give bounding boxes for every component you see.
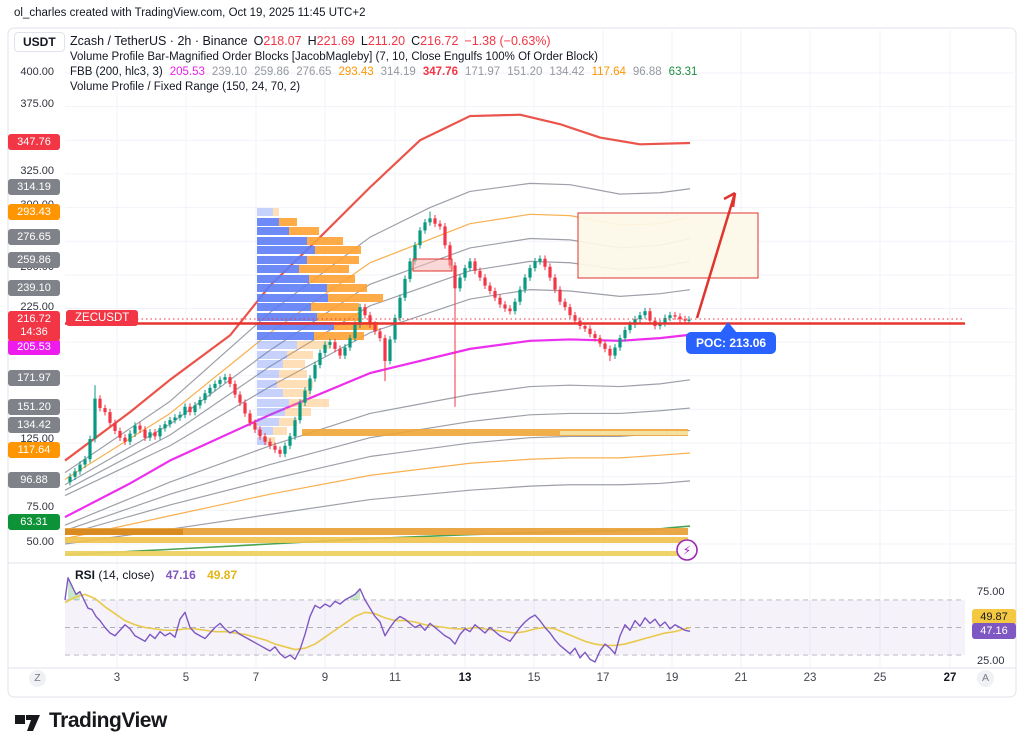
indicator-legend-fbb[interactable]: FBB (200, hlc3, 3) 205.53 239.10 259.86 276.…	[70, 66, 697, 78]
ohlc-value: 221.69	[316, 34, 355, 48]
last-price-badge: 216.72 14:36	[8, 311, 60, 341]
fbb-value: 171.97	[465, 66, 501, 78]
price-badge: 347.76	[8, 134, 60, 150]
countdown: 14:36	[20, 326, 48, 338]
fbb-label: FBB (200, hlc3, 3)	[70, 66, 163, 78]
ohlc-values: O218.07 H221.69 L211.20 C216.72	[248, 34, 459, 48]
change-value: −1.38 (−0.63%)	[464, 34, 551, 48]
ohlc-key: H	[307, 34, 317, 48]
rsi-badge: 47.16	[972, 623, 1016, 639]
time-label-15: 15	[527, 672, 541, 684]
fbb-value: 151.20	[507, 66, 543, 78]
lightning-icon: ⚡	[683, 544, 691, 558]
tradingview-logo[interactable]: TradingView	[14, 707, 167, 734]
rsi-badge: 49.87	[972, 609, 1016, 625]
time-label-13: 13	[458, 672, 472, 684]
rsi-legend-row[interactable]: RSI (14, close) 47.16 49.87	[75, 568, 237, 582]
price-badge: 171.97	[8, 370, 60, 386]
price-tick: 225.00	[20, 301, 54, 313]
fbb-value: 314.19	[380, 66, 416, 78]
fbb-value: 347.76	[422, 66, 458, 78]
ohlc-value: 216.72	[420, 34, 459, 48]
price-badge: 205.53	[8, 339, 60, 355]
attribution-text: ol_charles created with TradingView.com,…	[14, 7, 366, 19]
rsi-ma-value: 49.87	[207, 568, 238, 582]
rsi-title: RSI	[75, 568, 96, 582]
symbol-legend-row[interactable]: Zcash / TetherUS · 2h · Binance O218.07 H2…	[70, 34, 551, 48]
time-label-5: 5	[182, 672, 190, 684]
price-badge: 259.86	[8, 252, 60, 268]
time-label-25: 25	[873, 672, 887, 684]
symbol-price-line-badge: ZECUSDT	[66, 310, 139, 326]
price-badge: 314.19	[8, 179, 60, 195]
time-axis-left-marker: Z	[29, 670, 46, 687]
price-badge: 276.65	[8, 229, 60, 245]
time-label-19: 19	[665, 672, 679, 684]
indicator-legend-fixed-range[interactable]: Volume Profile / Fixed Range (150, 24, 7…	[70, 81, 301, 93]
price-tick: 75.00	[26, 501, 54, 513]
rsi-tick: 75.00	[977, 586, 1005, 598]
price-tick: 400.00	[20, 66, 54, 78]
price-badge: 96.88	[8, 472, 60, 488]
price-tick: 375.00	[20, 98, 54, 110]
fbb-values: 205.53 239.10 259.86 276.65 293.43 314.19 347.…	[163, 66, 698, 78]
fbb-value: 63.31	[668, 66, 698, 78]
price-tick: 325.00	[20, 165, 54, 177]
rsi-tick: 25.00	[977, 655, 1005, 667]
fbb-value: 117.64	[591, 66, 626, 78]
ohlc-key: C	[411, 34, 421, 48]
fbb-value: 134.42	[549, 66, 585, 78]
ohlc-value: 218.07	[263, 34, 302, 48]
time-axis-right-marker: A	[977, 670, 994, 687]
last-price: 216.72	[17, 313, 51, 325]
time-label-9: 9	[321, 672, 329, 684]
time-label-7: 7	[252, 672, 260, 684]
fbb-value: 96.88	[632, 66, 662, 78]
time-label-27: 27	[943, 672, 957, 684]
price-badge: 134.42	[8, 417, 60, 433]
fbb-value: 205.53	[169, 66, 205, 78]
time-label-21: 21	[734, 672, 748, 684]
rsi-params: (14, close)	[98, 568, 155, 582]
tradingview-logo-icon	[15, 715, 40, 731]
time-label-17: 17	[596, 672, 610, 684]
ohlc-key: O	[253, 34, 264, 48]
ohlc-value: 211.20	[367, 34, 406, 48]
time-label-23: 23	[803, 672, 817, 684]
ohlc-key: L	[360, 34, 368, 48]
currency-badge: USDT	[14, 32, 65, 52]
price-badge: 63.31	[8, 514, 60, 530]
fbb-value: 276.65	[296, 66, 332, 78]
fbb-value: 293.43	[338, 66, 374, 78]
time-label-11: 11	[389, 672, 401, 684]
poc-label: POC: 213.06	[686, 332, 777, 354]
rsi-value: 47.16	[165, 568, 196, 582]
price-tick: 50.00	[26, 536, 54, 548]
tradingview-logo-text: TradingView	[49, 708, 167, 732]
indicator-legend-volume-profile-ob[interactable]: Volume Profile Bar-Magnified Order Block…	[70, 51, 598, 63]
price-badge: 293.43	[8, 204, 60, 220]
price-badge: 151.20	[8, 399, 60, 415]
price-badge: 117.64	[8, 442, 60, 458]
fbb-value: 259.86	[254, 66, 290, 78]
time-label-3: 3	[113, 672, 121, 684]
price-badge: 239.10	[8, 280, 60, 296]
symbol-title: Zcash / TetherUS · 2h · Binance	[70, 34, 248, 48]
fbb-value: 239.10	[211, 66, 248, 78]
